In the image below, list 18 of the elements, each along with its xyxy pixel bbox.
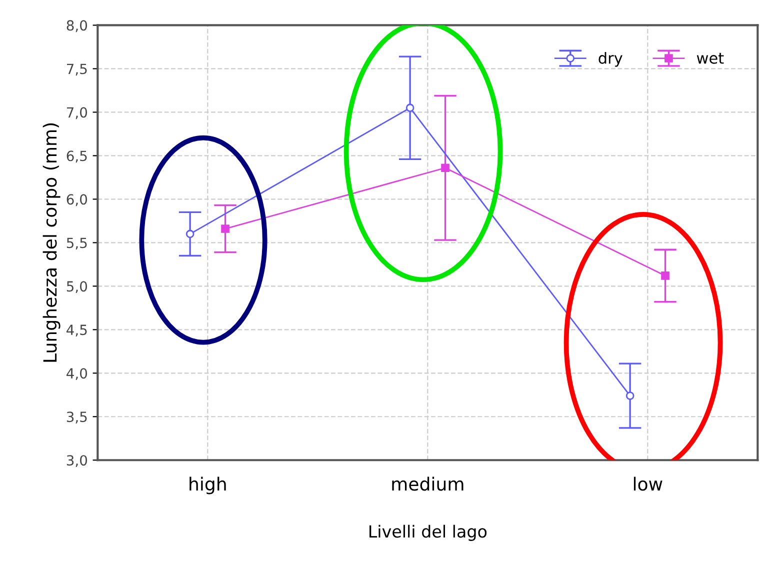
y-tick-label: 6,5: [66, 150, 87, 163]
y-tick-label: 4,0: [66, 368, 88, 380]
y-tick-label: 3,0: [66, 455, 88, 468]
y-tick-label: 6,0: [66, 194, 88, 206]
y-tick-label: 5,5: [66, 238, 87, 250]
legend-label: wet: [696, 52, 724, 64]
y-axis-title: Lunghezza del corpo (mm): [42, 123, 60, 362]
legend-label: dry: [598, 52, 622, 67]
x-tick-label: medium: [392, 476, 464, 491]
x-tick-label: low: [634, 476, 662, 491]
x-axis-title: Livelli del lago: [369, 524, 487, 541]
x-tick-label: high: [190, 476, 226, 494]
y-tick-label: 7,0: [66, 107, 88, 120]
y-tick-label: 8,0: [66, 20, 88, 32]
y-tick-label: 3,5: [66, 412, 87, 424]
y-tick-label: 4,5: [66, 324, 87, 337]
y-tick-label: 7,5: [66, 64, 87, 76]
y-tick-label: 5,0: [66, 281, 88, 294]
